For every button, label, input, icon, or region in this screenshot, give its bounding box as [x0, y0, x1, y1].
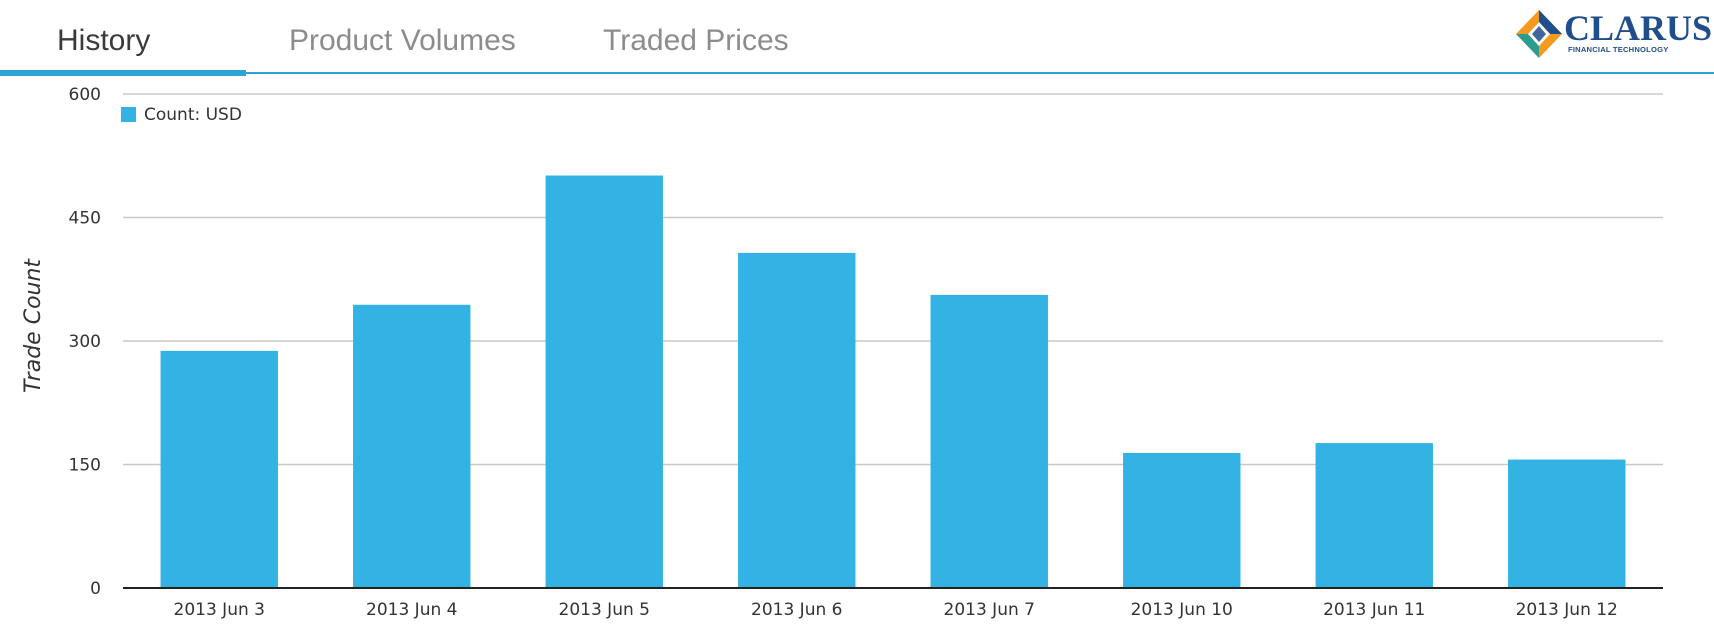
y-tick-label: 0 [90, 579, 101, 599]
bar[interactable] [160, 350, 278, 588]
active-tab-indicator [0, 70, 246, 76]
x-tick-label: 2013 Jun 6 [751, 600, 842, 620]
y-axis-label: Trade Count [21, 258, 46, 393]
clarus-logo: CLARUS FINANCIAL TECHNOLOGY [1514, 8, 1712, 60]
logo-tagline: FINANCIAL TECHNOLOGY [1568, 45, 1669, 54]
x-tick-label: 2013 Jun 12 [1516, 600, 1618, 620]
bar[interactable] [1315, 443, 1433, 588]
x-tick-label: 2013 Jun 3 [174, 600, 265, 620]
y-tick-label: 300 [69, 332, 101, 352]
bar[interactable] [1508, 459, 1626, 588]
top-navigation: History Product Volumes Traded Prices CL… [0, 0, 1714, 76]
legend-swatch [121, 107, 136, 122]
bar[interactable] [930, 294, 1048, 588]
tab-traded-prices[interactable]: Traded Prices [603, 24, 789, 57]
legend-label: Count: USD [144, 105, 242, 125]
bar[interactable] [1123, 452, 1241, 588]
y-tick-label: 450 [69, 209, 101, 229]
tab-product-volumes[interactable]: Product Volumes [289, 24, 516, 57]
bar[interactable] [545, 175, 663, 588]
x-tick-label: 2013 Jun 4 [366, 600, 457, 620]
bar[interactable] [738, 252, 856, 589]
clarus-logo-icon [1516, 10, 1562, 58]
bar[interactable] [353, 304, 471, 588]
x-axis-ticks: 2013 Jun 3 2013 Jun 4 2013 Jun 5 2013 Jun 6… [174, 600, 1618, 620]
x-tick-label: 2013 Jun 5 [559, 600, 650, 620]
tab-divider [0, 72, 1714, 74]
y-tick-label: 150 [69, 456, 101, 476]
legend: Count: USD [121, 105, 242, 125]
logo-wordmark: CLARUS [1564, 8, 1713, 48]
y-axis-ticks: 0 150 300 450 600 [69, 85, 101, 599]
x-tick-label: 2013 Jun 10 [1131, 600, 1233, 620]
y-tick-label: 600 [69, 85, 101, 105]
bars [160, 175, 1626, 589]
x-tick-label: 2013 Jun 7 [944, 600, 1035, 620]
x-tick-label: 2013 Jun 11 [1323, 600, 1425, 620]
tab-history[interactable]: History [57, 24, 151, 57]
